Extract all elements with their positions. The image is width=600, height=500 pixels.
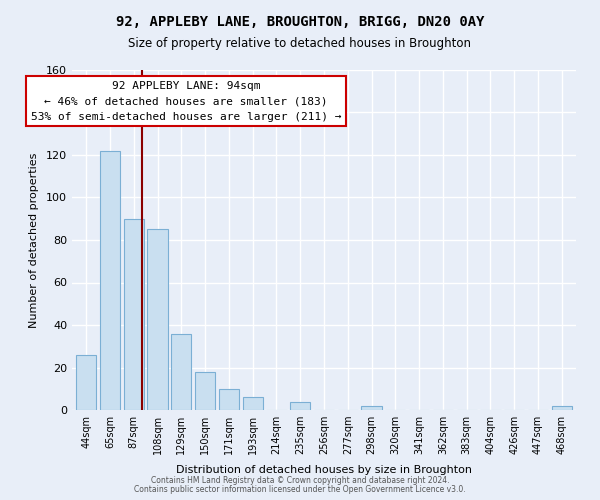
Bar <box>361 406 382 410</box>
X-axis label: Distribution of detached houses by size in Broughton: Distribution of detached houses by size … <box>176 466 472 475</box>
Bar <box>290 402 310 410</box>
Bar <box>242 397 263 410</box>
Bar <box>551 406 572 410</box>
Bar <box>195 372 215 410</box>
Bar <box>219 389 239 410</box>
Text: Size of property relative to detached houses in Broughton: Size of property relative to detached ho… <box>128 38 472 51</box>
Y-axis label: Number of detached properties: Number of detached properties <box>29 152 39 328</box>
Bar <box>100 150 120 410</box>
Text: Contains HM Land Registry data © Crown copyright and database right 2024.: Contains HM Land Registry data © Crown c… <box>151 476 449 485</box>
Text: Contains public sector information licensed under the Open Government Licence v3: Contains public sector information licen… <box>134 485 466 494</box>
Bar <box>76 355 97 410</box>
Bar <box>124 219 144 410</box>
Text: 92, APPLEBY LANE, BROUGHTON, BRIGG, DN20 0AY: 92, APPLEBY LANE, BROUGHTON, BRIGG, DN20… <box>116 15 484 29</box>
Bar <box>171 334 191 410</box>
Bar <box>148 230 167 410</box>
Text: 92 APPLEBY LANE: 94sqm
← 46% of detached houses are smaller (183)
53% of semi-de: 92 APPLEBY LANE: 94sqm ← 46% of detached… <box>31 80 341 122</box>
